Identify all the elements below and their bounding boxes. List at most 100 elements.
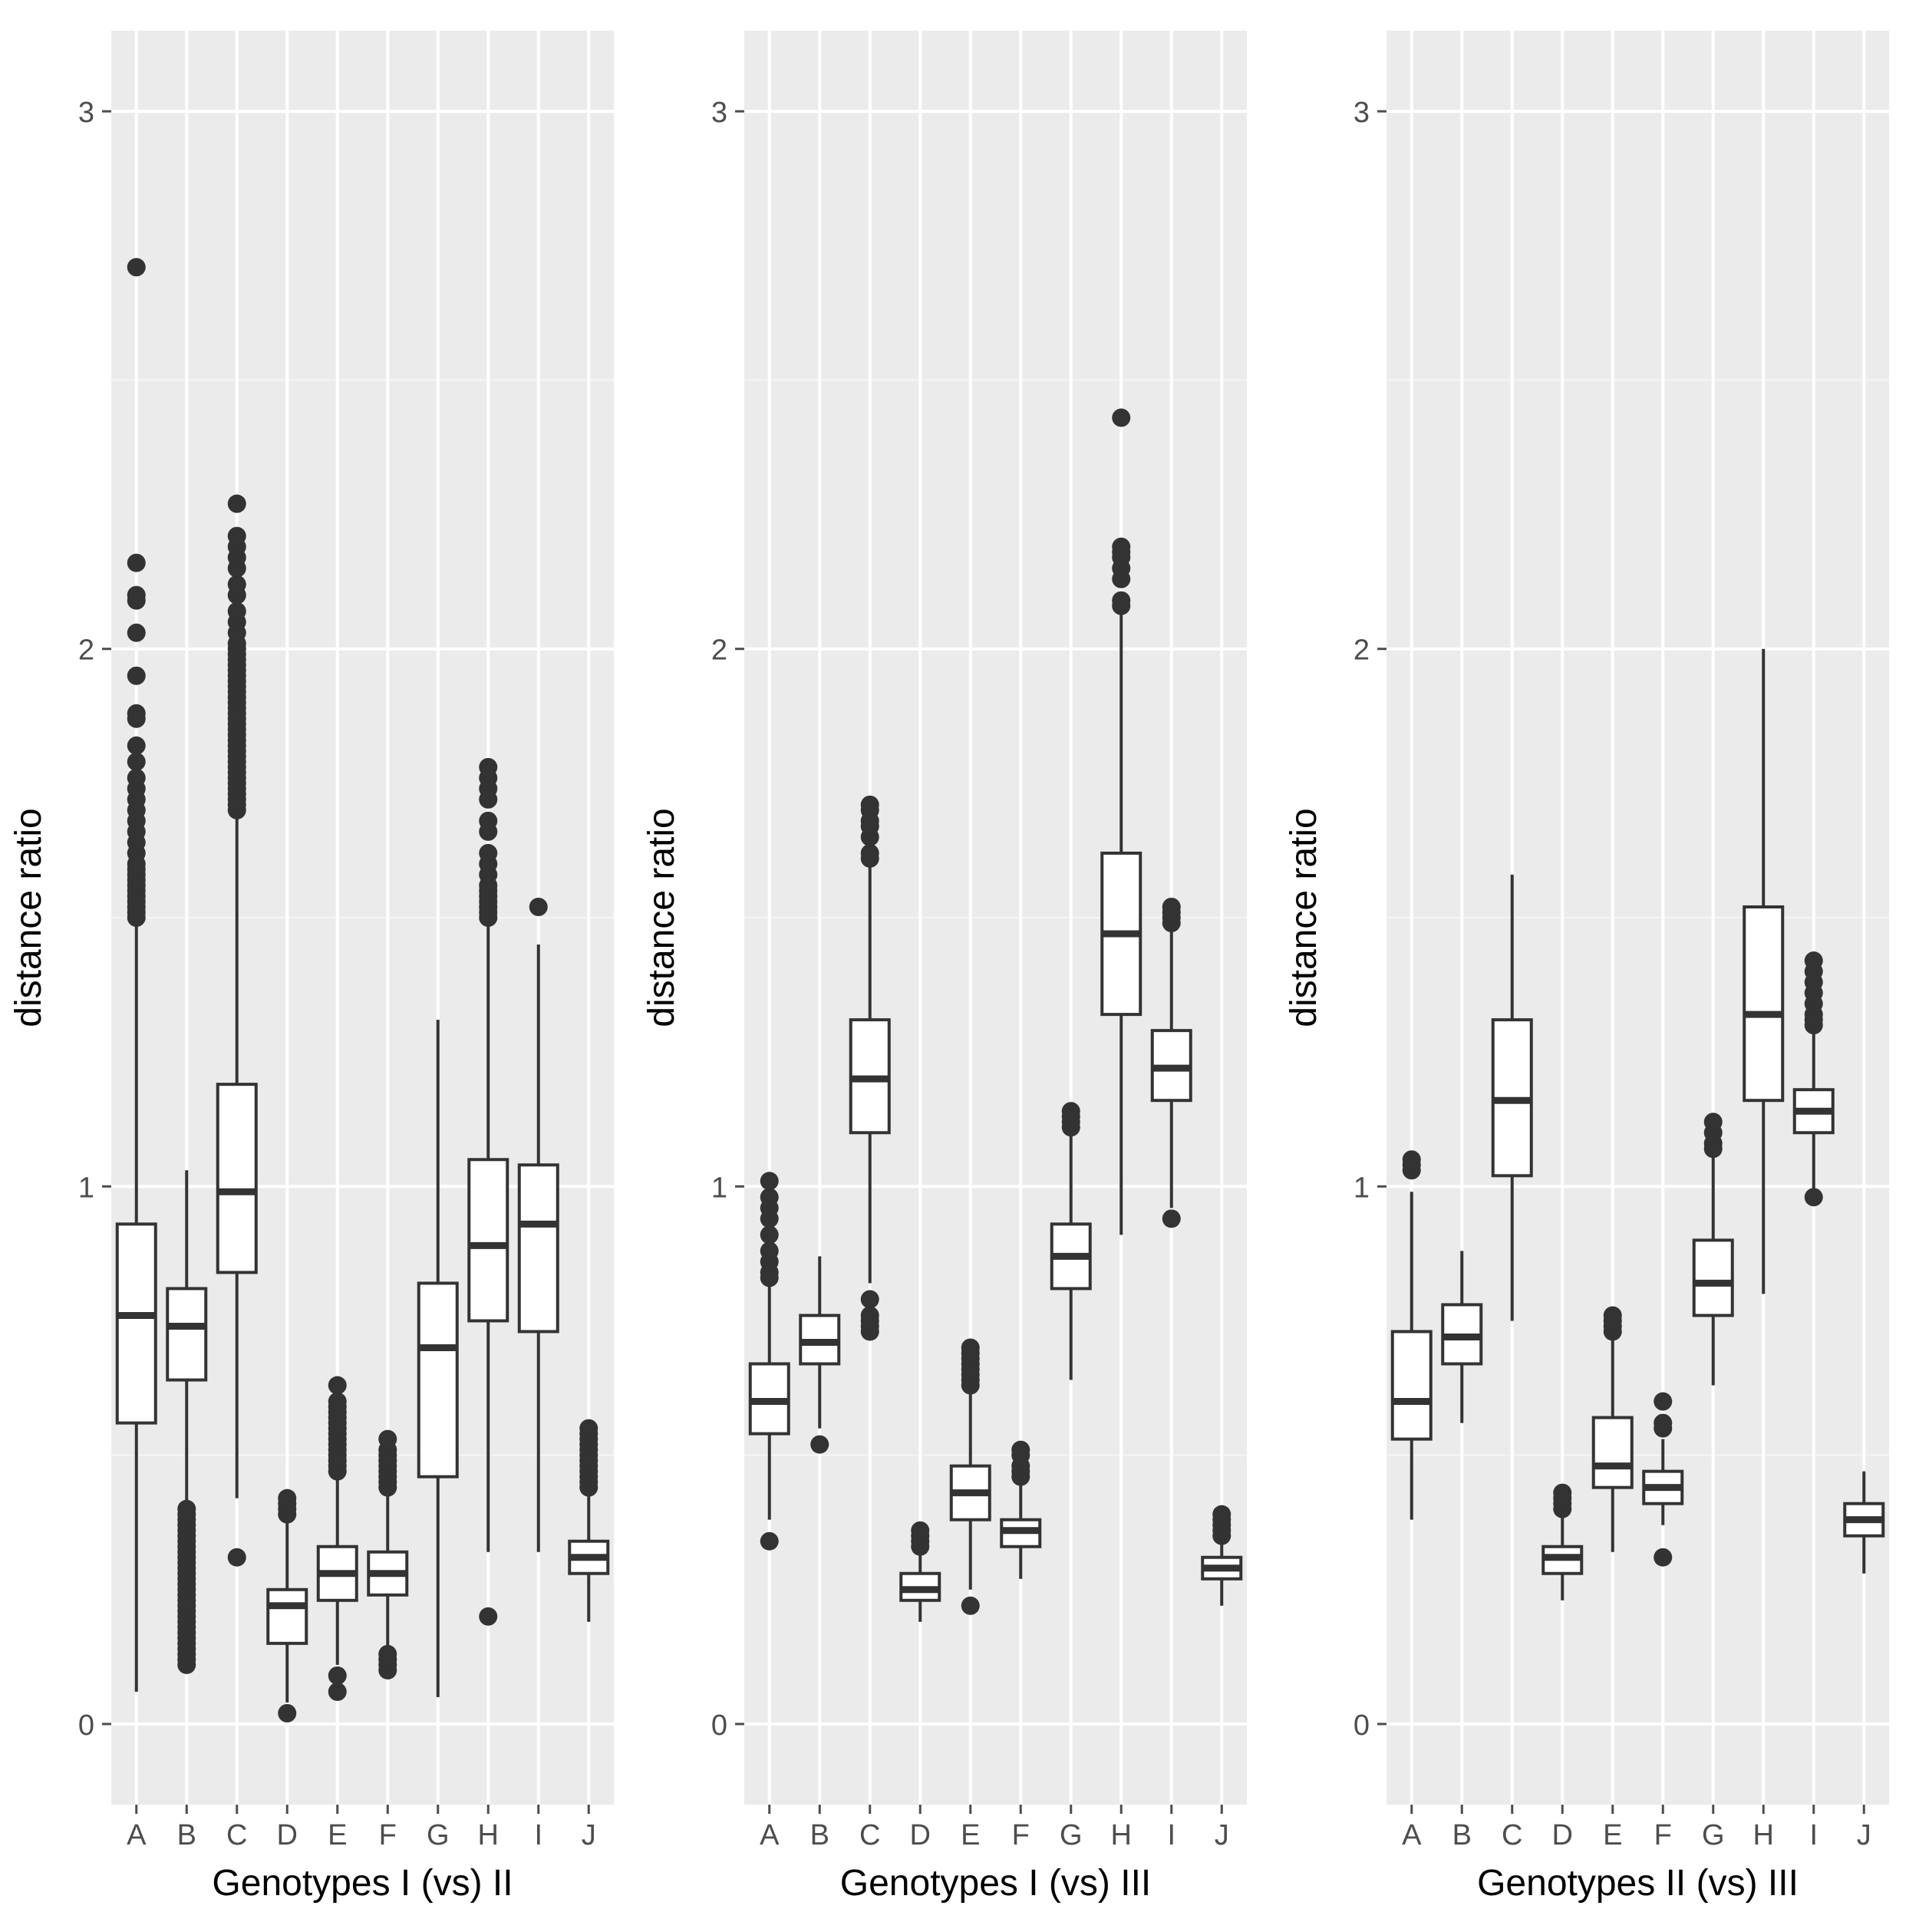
y-tick-label: 0 — [711, 1709, 727, 1742]
outlier-point — [1654, 1548, 1673, 1567]
outlier-point — [278, 1703, 297, 1723]
x-tick-label: B — [1452, 1819, 1472, 1851]
box-F — [367, 1429, 409, 1680]
outlier-point — [760, 1188, 779, 1207]
x-tick-label: E — [961, 1819, 980, 1851]
box-B — [166, 1170, 208, 1674]
box-A — [748, 1172, 790, 1551]
outlier-point — [177, 1499, 196, 1518]
outlier-point — [479, 757, 498, 776]
y-axis-title: distance ratio — [8, 808, 49, 1027]
outlier-point — [127, 752, 146, 771]
box-E — [949, 1338, 991, 1615]
y-tick-label: 2 — [711, 635, 727, 667]
x-tick-label: F — [1654, 1819, 1672, 1851]
outlier-point — [378, 1644, 397, 1663]
outlier-point — [860, 843, 879, 862]
y-tick-label: 3 — [711, 97, 727, 129]
outlier-point — [1553, 1483, 1572, 1502]
box-G — [1050, 1102, 1092, 1380]
outlier-point — [227, 575, 246, 594]
x-tick-label: C — [1502, 1819, 1522, 1851]
box-C — [849, 795, 891, 1341]
x-tick-label: A — [760, 1819, 780, 1851]
box-I — [1792, 951, 1835, 1207]
box-H — [467, 757, 509, 1626]
outlier-point — [378, 1429, 397, 1449]
iqr-box — [467, 1158, 509, 1323]
x-tick-label: G — [1702, 1819, 1725, 1851]
x-tick-label: E — [328, 1819, 347, 1851]
x-tick-label: H — [1111, 1819, 1132, 1851]
box-B — [799, 1256, 841, 1454]
box-F — [1000, 1440, 1042, 1579]
panel-2: 0 1 2 3 A B C D E F G H I J Genotypes I (vs) III distan… — [641, 31, 1247, 1904]
outlier-point — [860, 1306, 879, 1325]
outlier-point — [760, 1531, 779, 1551]
iqr-box — [1591, 1416, 1634, 1489]
outlier-point — [328, 1666, 347, 1685]
x-tick-label: G — [427, 1819, 450, 1851]
outlier-point — [479, 811, 498, 830]
outlier-point — [1654, 1392, 1673, 1411]
box-F — [1642, 1392, 1684, 1567]
x-tick-label: C — [859, 1819, 880, 1851]
outlier-point — [127, 736, 146, 755]
y-tick-label: 1 — [78, 1172, 94, 1204]
outlier-point — [579, 1419, 598, 1438]
outlier-point — [529, 897, 548, 916]
x-axis-title: Genotypes I (vs) III — [840, 1863, 1151, 1904]
box-J — [1843, 1471, 1885, 1574]
x-tick-label: A — [1402, 1819, 1422, 1851]
iqr-box — [1743, 905, 1785, 1103]
x-tick-label: E — [1603, 1819, 1622, 1851]
box-J — [1201, 1505, 1243, 1606]
iqr-box — [1692, 1238, 1734, 1317]
x-tick-label: I — [534, 1819, 542, 1851]
iqr-box — [417, 1281, 459, 1479]
box-B — [1441, 1251, 1483, 1423]
x-axis-title: Genotypes I (vs) II — [212, 1863, 513, 1904]
outlier-point — [278, 1489, 297, 1508]
outlier-point — [127, 666, 146, 685]
iqr-box — [266, 1587, 308, 1645]
outlier-point — [1703, 1113, 1723, 1132]
box-C — [1491, 874, 1533, 1321]
x-tick-label: D — [277, 1819, 298, 1851]
outlier-point — [961, 1338, 980, 1357]
box-G — [1692, 1113, 1734, 1386]
box-D — [899, 1521, 941, 1622]
outlier-point — [1112, 537, 1131, 556]
outlier-point — [1804, 951, 1823, 971]
panel-3: 0 1 2 3 A B C D E F G H I J Genotypes II (vs) III dista… — [1284, 31, 1889, 1904]
outlier-point — [1162, 1209, 1181, 1228]
outlier-point — [328, 1682, 347, 1701]
x-tick-label: D — [910, 1819, 931, 1851]
iqr-box — [517, 1163, 559, 1334]
y-tick-label: 1 — [711, 1172, 727, 1204]
x-tick-label: J — [1215, 1819, 1229, 1851]
outlier-point — [127, 585, 146, 605]
box-H — [1100, 408, 1142, 1235]
outlier-point — [810, 1435, 829, 1454]
y-tick-label: 0 — [78, 1709, 94, 1742]
x-tick-label: H — [478, 1819, 499, 1851]
box-A — [115, 258, 157, 1692]
x-tick-label: I — [1809, 1819, 1818, 1851]
outlier-point — [227, 526, 246, 546]
outlier-point — [127, 768, 146, 787]
x-axis-title: Genotypes II (vs) III — [1477, 1863, 1799, 1904]
outlier-point — [1112, 408, 1131, 427]
outlier-point — [760, 1172, 779, 1191]
outlier-point — [1162, 897, 1181, 916]
y-axis-title: distance ratio — [641, 808, 682, 1027]
x-tick-label: G — [1060, 1819, 1083, 1851]
y-tick-label: 1 — [1354, 1172, 1370, 1204]
x-tick-label: C — [226, 1819, 247, 1851]
outlier-point — [1603, 1306, 1622, 1325]
outlier-point — [1654, 1413, 1673, 1433]
outlier-point — [227, 602, 246, 621]
y-axis-title: distance ratio — [1284, 808, 1324, 1027]
